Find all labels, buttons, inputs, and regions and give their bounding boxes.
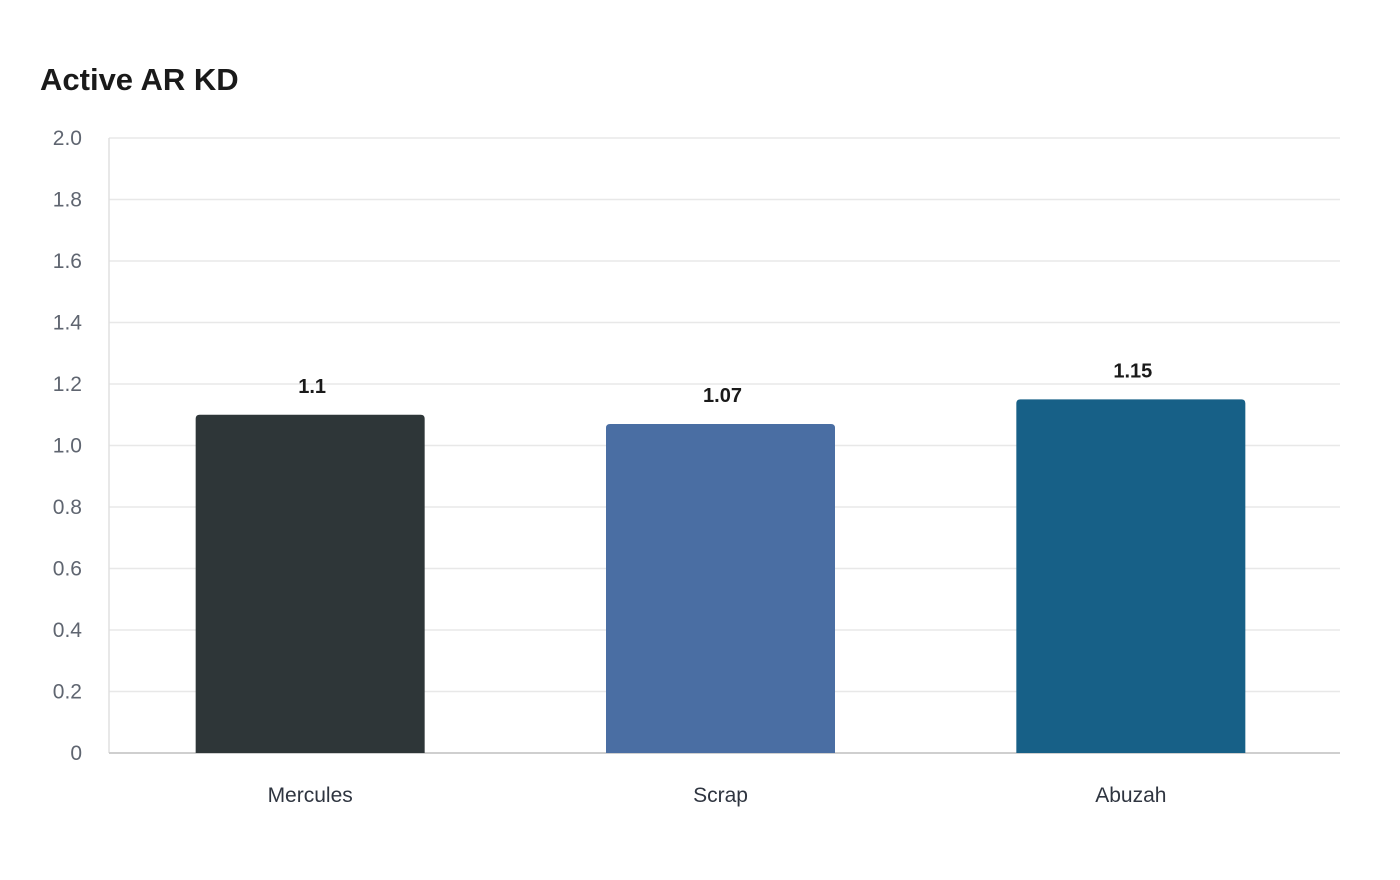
x-tick-label: Scrap <box>693 784 748 807</box>
bars <box>195 399 1246 753</box>
value-labels: 1.1 1.07 1.15 <box>298 360 1152 407</box>
value-label: 1.15 <box>1113 360 1152 382</box>
y-tick-label: 0 <box>70 742 82 765</box>
bar-abuzah <box>1016 399 1246 753</box>
y-tick-label: 0.2 <box>53 681 82 704</box>
x-tick-label: Mercules <box>268 784 353 807</box>
x-tick-label: Abuzah <box>1095 784 1166 807</box>
y-tick-label: 1.2 <box>53 373 82 396</box>
bar-scrap <box>606 423 835 753</box>
chart-title: Active AR KD <box>40 62 239 97</box>
y-axis-ticks: 0 0.2 0.4 0.6 0.8 1.0 1.2 1.4 1.6 1.8 2.0 <box>53 127 83 765</box>
value-label: 1.07 <box>703 385 742 407</box>
y-tick-label: 2.0 <box>53 127 82 150</box>
value-label: 1.1 <box>298 376 326 398</box>
y-tick-label: 1.4 <box>53 312 83 335</box>
x-axis-ticks: Mercules Scrap Abuzah <box>268 784 1167 807</box>
y-tick-label: 0.4 <box>53 619 83 642</box>
y-tick-label: 0.8 <box>53 496 82 519</box>
y-tick-label: 1.8 <box>53 189 82 212</box>
bar-mercules <box>195 414 425 753</box>
y-tick-label: 1.0 <box>53 435 82 458</box>
y-tick-label: 0.6 <box>53 558 82 581</box>
y-tick-label: 1.6 <box>53 250 82 273</box>
